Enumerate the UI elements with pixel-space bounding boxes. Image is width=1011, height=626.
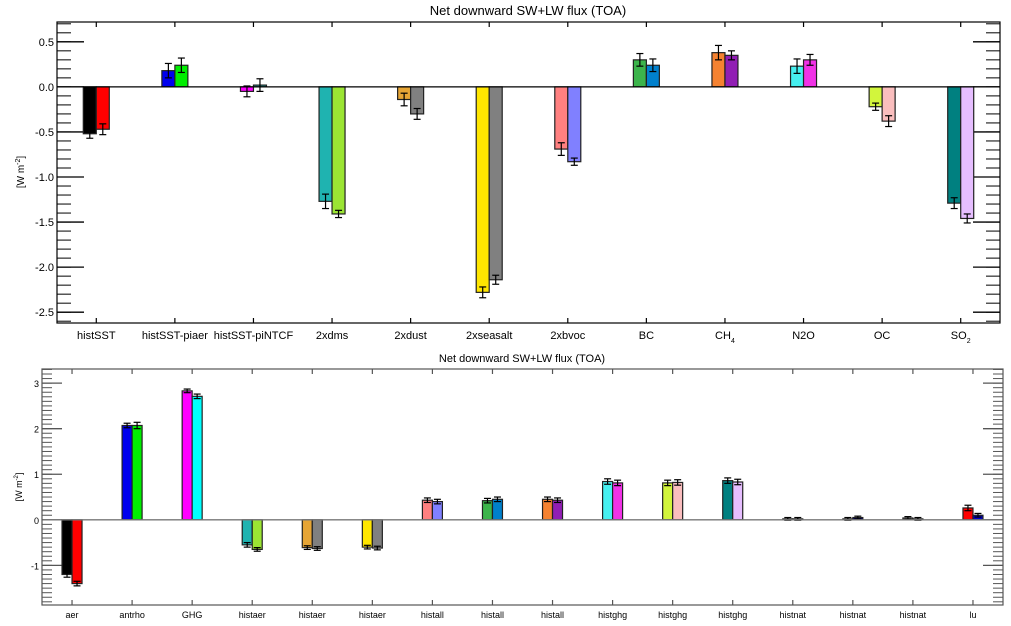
x-tick-label: histnat [780, 610, 807, 620]
x-tick-label: histnat [840, 610, 867, 620]
bar [371, 519, 383, 549]
x-tick-label: lu [969, 610, 976, 620]
x-tick-label: OC [874, 330, 891, 342]
bar [361, 519, 373, 548]
bar [311, 519, 323, 550]
x-tick-label: histSST-piNTCF [214, 330, 294, 342]
bar [95, 86, 110, 130]
bar [732, 481, 744, 521]
bar [475, 86, 490, 293]
bar [551, 499, 564, 521]
top-chart: Net downward SW+LW flux (TOA) [W m-2] 0.… [15, 3, 1001, 345]
x-tick-label: 2xbvoc [550, 330, 585, 342]
x-tick-label: GHG [182, 610, 203, 620]
bar [541, 498, 554, 521]
bar [251, 519, 263, 551]
x-tick-label: 2xdust [394, 330, 426, 342]
bottom-chart-x-ticks: aer antrho GHG histaer histaer histaer histall… [66, 369, 976, 620]
x-tick-label: N2O [792, 330, 815, 342]
y-tick-label: 0.5 [39, 37, 54, 49]
y-tick-label: 1 [34, 470, 39, 480]
x-tick-label: 2xdms [316, 330, 349, 342]
x-tick-label: SO2 [951, 330, 971, 345]
top-chart-bars [82, 44, 975, 299]
x-tick-label: histall [481, 610, 504, 620]
x-tick-label: histall [541, 610, 564, 620]
bar [554, 86, 569, 150]
bar [601, 480, 614, 521]
x-tick-label: 2xseasalt [466, 330, 512, 342]
x-tick-label: histSST-piaer [142, 330, 208, 342]
top-chart-y-axis-label: [W m-2] [15, 156, 27, 189]
bar [331, 86, 346, 215]
bar [241, 519, 253, 546]
bottom-chart-title: Net downward SW+LW flux (TOA) [439, 353, 605, 365]
top-chart-frame [56, 21, 1001, 324]
x-tick-label: histghg [718, 610, 747, 620]
bar [611, 482, 624, 521]
x-tick-label: histaer [359, 610, 386, 620]
x-tick-label: histnat [900, 610, 927, 620]
bar [131, 424, 143, 521]
x-tick-label: histghg [658, 610, 687, 620]
x-tick-label: histSST [77, 330, 116, 342]
x-tick-label: histall [421, 610, 444, 620]
bottom-chart-bars [61, 388, 984, 587]
x-tick-label: BC [639, 330, 654, 342]
y-tick-label: -1.5 [35, 217, 54, 229]
bar [301, 519, 313, 549]
bar [491, 498, 504, 521]
bottom-chart-frame [41, 368, 1004, 606]
x-tick-label: antrho [119, 610, 145, 620]
bottom-chart: Net downward SW+LW flux (TOA) [W m-2] 3 2… [14, 353, 1004, 620]
bar [61, 519, 73, 576]
bar [121, 424, 133, 521]
top-chart-title: Net downward SW+LW flux (TOA) [430, 3, 626, 18]
bar [71, 519, 83, 585]
y-tick-label: 3 [34, 379, 39, 389]
bar [421, 499, 434, 521]
bar [318, 86, 333, 202]
x-tick-label: aer [66, 610, 79, 620]
bar [722, 480, 734, 521]
bar [82, 86, 97, 135]
bar [488, 86, 503, 281]
bar [947, 86, 962, 204]
y-tick-label: 0.0 [39, 82, 54, 94]
y-tick-label: -1 [31, 561, 39, 571]
y-tick-label: -2.0 [35, 262, 54, 274]
y-tick-label: -2.5 [35, 307, 54, 319]
top-chart-x-ticks: histSST histSST-piaer histSST-piNTCF 2xdms 2… [77, 22, 971, 345]
bottom-chart-y-axis-label: [W m-2] [14, 473, 24, 502]
bar [672, 481, 684, 521]
bar [181, 390, 193, 521]
bar [191, 395, 203, 521]
bar [960, 86, 975, 220]
y-tick-label: 2 [34, 425, 39, 435]
y-tick-label: -1.0 [35, 172, 54, 184]
x-tick-label: histaer [299, 610, 326, 620]
y-tick-label: 0 [34, 516, 39, 526]
bar [567, 86, 582, 163]
x-tick-label: CH4 [715, 330, 735, 345]
bar [662, 482, 674, 521]
x-tick-label: histaer [239, 610, 266, 620]
x-tick-label: histghg [598, 610, 627, 620]
y-tick-label: -0.5 [35, 127, 54, 139]
